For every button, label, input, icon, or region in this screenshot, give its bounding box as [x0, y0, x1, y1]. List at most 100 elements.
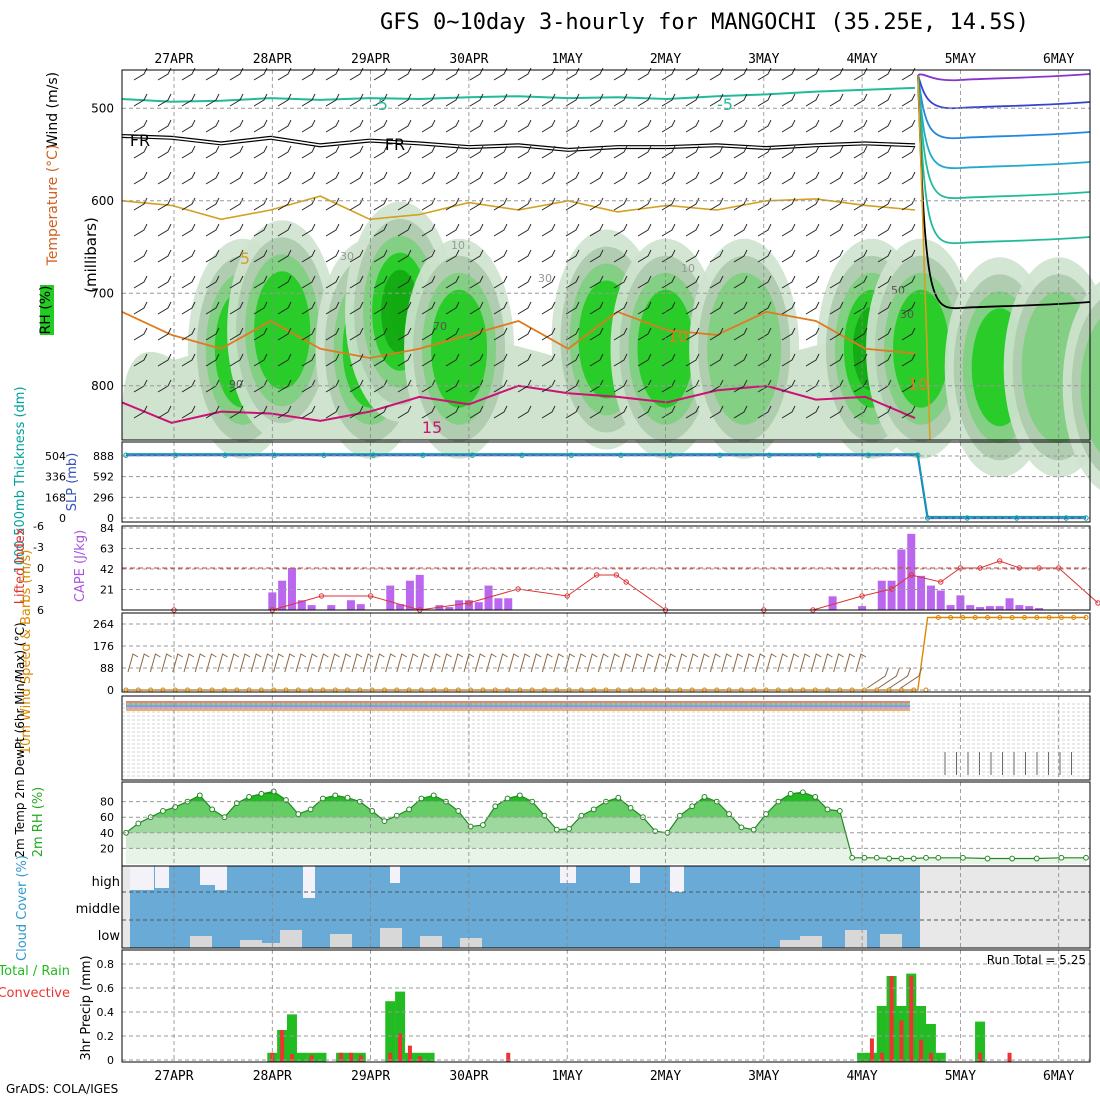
- wind-barb-10m-47: [653, 653, 665, 673]
- wind-speed-point-71: [997, 615, 1003, 620]
- cloud-high-block-7: [630, 866, 640, 883]
- contour-label-7: 15: [422, 418, 442, 437]
- wind-barb-1: [133, 93, 148, 107]
- wind-barb-354: [733, 171, 748, 185]
- wind-barb-231: [517, 249, 532, 263]
- rh-point-36: [566, 826, 572, 832]
- wind-barb-88: [277, 171, 292, 185]
- wind-barb-345: [709, 301, 724, 315]
- cape-ytick-21: 21: [100, 584, 114, 597]
- cape-bar-8: [386, 585, 395, 610]
- wind-barb-225: [517, 93, 532, 107]
- wind-barb-452: [901, 171, 916, 185]
- precip-conv-bar-11: [407, 1045, 412, 1062]
- wind-barb-10m-20: [351, 653, 363, 673]
- wind-barb-10m-64: [844, 653, 856, 673]
- wind-barb-389: [781, 353, 796, 367]
- thk-ylabel: 1000-500mb Thickness (dm): [13, 386, 28, 573]
- wind-barb-331: [685, 301, 700, 315]
- wind-barb-10m-30: [463, 653, 475, 673]
- wind-barb-10m-69: [900, 667, 923, 689]
- rh-point-49: [726, 811, 732, 817]
- slp-point-7: [469, 452, 476, 458]
- cape-bar-32: [976, 607, 985, 610]
- panel-frames: [121, 69, 1091, 1063]
- rh-point-58: [836, 808, 843, 814]
- wind-barb-264: [565, 379, 580, 393]
- wind-barb-117: [325, 197, 340, 211]
- slp-ytick-888: 888: [93, 450, 114, 463]
- wind-barb-10m-19: [340, 653, 352, 673]
- wind-speed-line: [126, 616, 1086, 691]
- cape-ylabel: CAPE (J/kg): [73, 530, 88, 602]
- rh-point-51: [750, 826, 757, 833]
- date-top-29APR: 29APR: [351, 52, 390, 67]
- wind-barb-272: [589, 223, 604, 237]
- precip-conv-bar-9: [388, 1052, 393, 1062]
- cape-bar-33: [985, 606, 994, 610]
- wind-barb-416: [829, 327, 844, 341]
- wind-barb-344: [709, 275, 724, 289]
- wind-barb-298: [637, 171, 652, 185]
- wind-barb-65: [229, 301, 244, 315]
- wind-barb-10m-25: [407, 653, 419, 673]
- precip-conv-bar-19: [899, 1020, 904, 1062]
- wind-barb-132: [349, 223, 364, 237]
- wind-barb-386: [781, 275, 796, 289]
- precip-conv-bar-14: [506, 1052, 511, 1062]
- contour-label-13: 30: [900, 308, 914, 321]
- slp-point-3: [271, 452, 278, 458]
- slp-ytick-592: 592: [93, 471, 114, 484]
- wind-barb-297: [637, 145, 652, 159]
- wind-barb-10m-8: [217, 653, 228, 673]
- slp-point-0: [123, 452, 129, 458]
- wind-barb-118: [325, 223, 340, 237]
- contour-label-1: -5: [717, 95, 733, 114]
- wind-barb-8: [133, 275, 148, 289]
- wind-barb-153: [373, 405, 388, 419]
- wind-barb-251: [541, 405, 556, 419]
- precip-conv-bar-18: [889, 976, 894, 1062]
- wind-barb-10m-14: [284, 653, 296, 673]
- wind-barb-328: [685, 223, 700, 237]
- date-bottom-4MAY: 4MAY: [846, 1069, 877, 1084]
- wind-barb-458: [901, 327, 916, 341]
- li-ytick-3: 3: [37, 583, 44, 596]
- lifted-index-point-17: [938, 579, 944, 585]
- rh-point-62: [886, 855, 892, 862]
- contour-label-0: -5: [372, 95, 388, 114]
- precip-conv-bar-21: [919, 1039, 924, 1062]
- contour-label-10: 10: [451, 239, 465, 252]
- wind-barb-90: [277, 223, 292, 237]
- cloud-high-block-6: [560, 866, 576, 883]
- wind-barb-271: [589, 197, 604, 211]
- wind-barb-305: [637, 353, 652, 367]
- precip-conv-bar-20: [909, 976, 914, 1062]
- rh-point-64: [910, 855, 917, 862]
- wind-barb-10: [133, 327, 148, 341]
- rh-point-29: [480, 822, 486, 828]
- wind-barb-39: [181, 353, 196, 367]
- contour-label-3: FR: [385, 135, 405, 154]
- wind-barb-114: [325, 119, 340, 133]
- wind-barb-128: [349, 119, 364, 133]
- wind-barb-293: [613, 405, 628, 419]
- wind-barb-333: [685, 353, 700, 367]
- wind-speed-point-67: [948, 615, 954, 620]
- wind-barb-240: [541, 119, 556, 133]
- wind-barb-301: [637, 249, 652, 263]
- wind-barb-10m-61: [810, 653, 822, 673]
- wind-barb-384: [781, 223, 796, 237]
- wind-barb-131: [349, 197, 364, 211]
- wind-barb-47: [205, 197, 220, 211]
- wind-barb-362: [733, 379, 748, 393]
- wind-barb-38: [181, 327, 196, 341]
- slp-point-10: [618, 452, 624, 458]
- cape-bar-5: [327, 605, 336, 610]
- wind-barb-125: [325, 405, 340, 419]
- wind-barb-326: [685, 171, 700, 185]
- wind-barb-267: [589, 93, 604, 107]
- wind-barb-408: [829, 119, 844, 133]
- wind-barb-289: [613, 301, 628, 315]
- wind-barb-51: [205, 301, 220, 315]
